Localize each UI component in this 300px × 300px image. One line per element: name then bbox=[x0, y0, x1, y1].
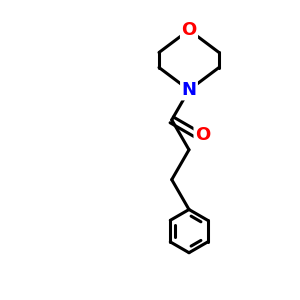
Text: O: O bbox=[182, 21, 196, 39]
Text: N: N bbox=[182, 81, 196, 99]
Text: O: O bbox=[195, 125, 210, 143]
